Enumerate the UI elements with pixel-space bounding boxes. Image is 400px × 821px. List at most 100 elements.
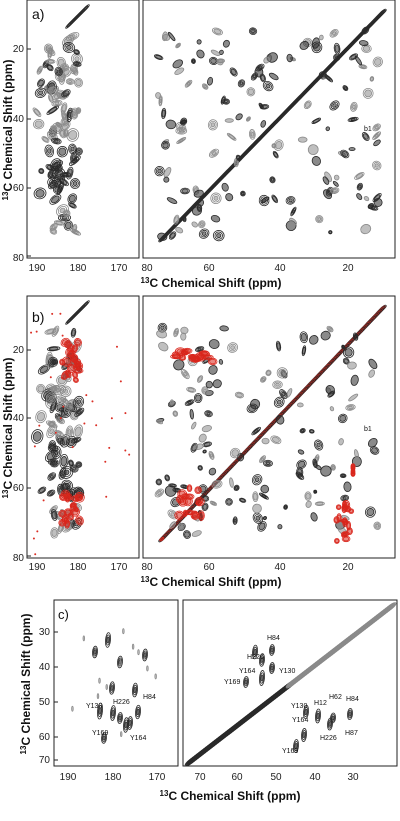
contour-peak	[57, 58, 65, 68]
contour-peak	[62, 90, 70, 97]
contour-peak	[350, 101, 358, 112]
contour-peak	[350, 118, 356, 121]
contour-peak	[260, 120, 267, 128]
contour-peak	[62, 490, 69, 498]
contour-peak	[44, 144, 54, 158]
contour-peak	[309, 429, 314, 433]
contour-peak	[44, 43, 54, 54]
contour-peak	[254, 514, 262, 523]
contour-peak	[182, 347, 193, 355]
contour-peak	[331, 465, 335, 469]
contour-peak	[328, 327, 332, 331]
contour-peak	[203, 388, 207, 393]
panel-a-xtick: 40	[274, 263, 286, 274]
contour-peak	[354, 334, 357, 339]
contour-peak	[272, 150, 279, 159]
contour-peak	[243, 677, 249, 687]
contour-peak	[176, 43, 181, 48]
contour-peak	[230, 345, 236, 350]
contour-peak	[374, 125, 379, 130]
contour-peak	[65, 370, 71, 377]
contour-peak	[367, 437, 378, 448]
contour-peak	[211, 502, 216, 505]
contour-peak	[260, 493, 268, 499]
contour-peak	[49, 194, 62, 205]
contour-peak	[273, 381, 282, 388]
panel-b-right-frame	[142, 295, 396, 559]
panel-b-ytick: 60	[13, 483, 25, 494]
contour-peak	[347, 709, 353, 719]
contour-peak	[124, 449, 127, 452]
contour-peak	[253, 492, 258, 501]
contour-peak	[181, 188, 189, 194]
contour-peak	[250, 72, 258, 81]
contour-peak	[76, 494, 82, 501]
contour-peak	[191, 221, 198, 228]
contour-peak	[45, 392, 57, 405]
contour-peak	[186, 484, 193, 493]
contour-peak	[47, 421, 56, 428]
contour-peak	[62, 405, 65, 408]
contour-peak	[218, 359, 224, 365]
contour-peak	[48, 346, 59, 351]
contour-peak	[186, 81, 191, 86]
contour-peak	[349, 117, 358, 122]
contour-peak	[348, 711, 352, 717]
contour-peak	[353, 333, 358, 340]
contour-peak	[174, 329, 179, 336]
contour-peak	[73, 377, 79, 383]
contour-peak	[385, 602, 397, 612]
contour-peak	[49, 376, 52, 379]
contour-peak	[314, 490, 317, 493]
contour-peak	[71, 329, 76, 337]
contour-peak	[206, 412, 211, 416]
contour-peak	[246, 87, 256, 97]
contour-peak	[155, 489, 163, 497]
contour-peak	[55, 220, 63, 225]
panel-b-xtick: 180	[70, 562, 87, 573]
contour-peak	[35, 189, 45, 198]
contour-peak	[251, 73, 257, 80]
contour-peak	[34, 87, 47, 98]
contour-peak	[369, 76, 375, 82]
contour-peak	[169, 521, 176, 529]
contour-peak	[225, 498, 233, 506]
panel-a-xlabel: 13C Chemical Shift (ppm)	[141, 276, 282, 290]
contour-peak	[203, 85, 207, 89]
contour-peak	[180, 117, 188, 126]
contour-peak	[362, 133, 369, 140]
contour-peak	[172, 59, 183, 69]
contour-peak	[38, 90, 44, 96]
contour-peak	[262, 80, 274, 92]
contour-peak	[184, 399, 195, 406]
contour-peak	[38, 68, 42, 73]
contour-peak	[60, 471, 65, 477]
contour-peak	[296, 402, 304, 408]
contour-peak	[111, 709, 115, 717]
contour-peak	[168, 510, 177, 519]
panel-c-annotation: Y130	[291, 703, 307, 710]
contour-peak	[53, 220, 65, 226]
contour-peak	[346, 522, 351, 530]
contour-peak	[233, 484, 240, 492]
contour-peak	[37, 486, 47, 494]
contour-peak	[208, 467, 217, 476]
contour-peak	[287, 197, 295, 204]
contour-peak	[77, 149, 81, 154]
panel-c-xtick: 60	[231, 772, 243, 783]
contour-peak	[58, 128, 67, 139]
contour-peak	[311, 37, 320, 49]
contour-peak	[373, 132, 380, 139]
contour-peak	[224, 118, 234, 123]
contour-peak	[342, 531, 349, 536]
contour-peak	[187, 401, 192, 405]
contour-peak	[341, 150, 349, 158]
contour-peak	[163, 167, 172, 178]
contour-peak	[369, 446, 380, 455]
contour-peak	[54, 101, 60, 105]
contour-peak	[166, 197, 178, 205]
contour-peak	[303, 100, 312, 109]
panel-a-ytick: 20	[13, 44, 25, 55]
contour-peak	[173, 214, 180, 225]
contour-peak	[51, 528, 58, 537]
